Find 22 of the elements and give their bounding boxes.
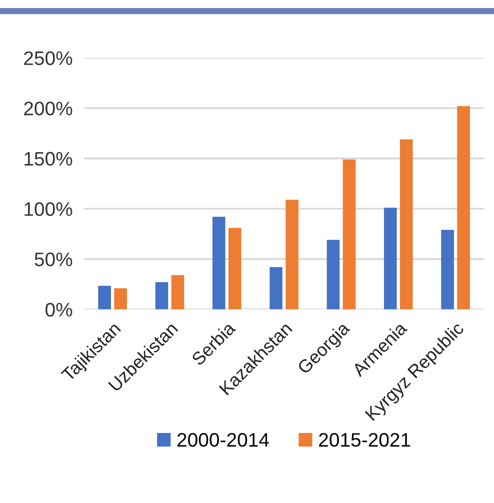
bar — [228, 228, 242, 310]
bar — [98, 286, 111, 310]
bar — [384, 208, 397, 310]
bar — [286, 200, 298, 310]
bar — [441, 230, 454, 310]
bar — [342, 159, 356, 310]
y-tick-label: 50% — [34, 252, 72, 266]
y-tick-label: 150% — [24, 152, 72, 166]
y-tick-label: 250% — [24, 51, 72, 66]
bar — [155, 282, 168, 310]
bar — [457, 106, 470, 310]
bar — [212, 216, 226, 310]
bar — [114, 288, 127, 310]
y-tick-label: 200% — [24, 102, 72, 116]
y-tick-label: 100% — [24, 202, 72, 216]
legend-label: 2015-2021 — [319, 432, 410, 447]
y-tick-label: 0% — [46, 302, 72, 317]
bar — [400, 139, 413, 310]
bar — [171, 275, 184, 310]
bar — [326, 240, 340, 310]
legend-label: 2000-2014 — [177, 432, 269, 447]
bar — [270, 267, 282, 310]
